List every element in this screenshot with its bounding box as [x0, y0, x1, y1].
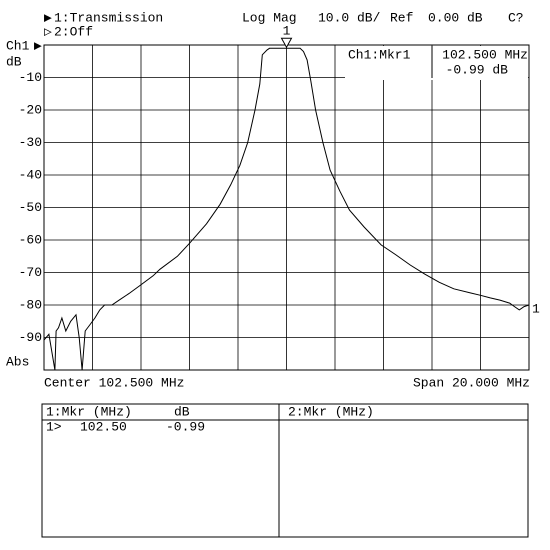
trace [43, 47, 530, 371]
row-value: -0.99 [166, 419, 205, 434]
cal: C? [508, 10, 524, 25]
y-tick-label: -50 [19, 200, 42, 215]
col1-unit: dB [174, 404, 190, 419]
channel: Ch1 [6, 38, 30, 53]
readout-value: -0.99 dB [446, 62, 509, 77]
row-id: 1> [46, 419, 62, 434]
format: Log Mag [242, 10, 297, 25]
y-tick-label: -70 [19, 265, 42, 280]
trace1-label: 1:Transmission [54, 10, 163, 25]
readout-box [345, 46, 528, 80]
y-tick-label: -80 [19, 297, 42, 312]
trace2-label: 2:Off [54, 24, 93, 39]
y-tick-label: -40 [19, 167, 42, 182]
trace1-arrow: ▶ [44, 10, 52, 25]
readout-freq: 102.500 MHz [442, 47, 528, 62]
scale: 10.0 dB/ [318, 10, 381, 25]
marker-label: 1 [283, 24, 291, 39]
span: Span 20.000 MHz [413, 375, 530, 390]
unit: dB [6, 54, 22, 69]
ref: Ref [390, 10, 413, 25]
y-tick-label: -20 [19, 102, 42, 117]
abs: Abs [6, 354, 29, 369]
channel-arrow: ▶ [34, 38, 42, 53]
ref-position: 1 [532, 301, 540, 316]
table-frame [41, 403, 529, 538]
y-tick-label: -10 [19, 70, 42, 85]
col1-header: 1:Mkr (MHz) [46, 404, 132, 419]
readout-title: Ch1:Mkr1 [348, 47, 411, 62]
y-tick-label: -30 [19, 135, 42, 150]
row-freq: 102.50 [80, 419, 127, 434]
marker [280, 37, 293, 49]
trace2-arrow: ▷ [44, 24, 52, 39]
center: Center 102.500 MHz [44, 375, 184, 390]
col2-header: 2:Mkr (MHz) [288, 404, 374, 419]
ref-value: 0.00 dB [428, 10, 483, 25]
y-tick-label: -90 [19, 330, 42, 345]
y-tick-label: -60 [19, 232, 42, 247]
